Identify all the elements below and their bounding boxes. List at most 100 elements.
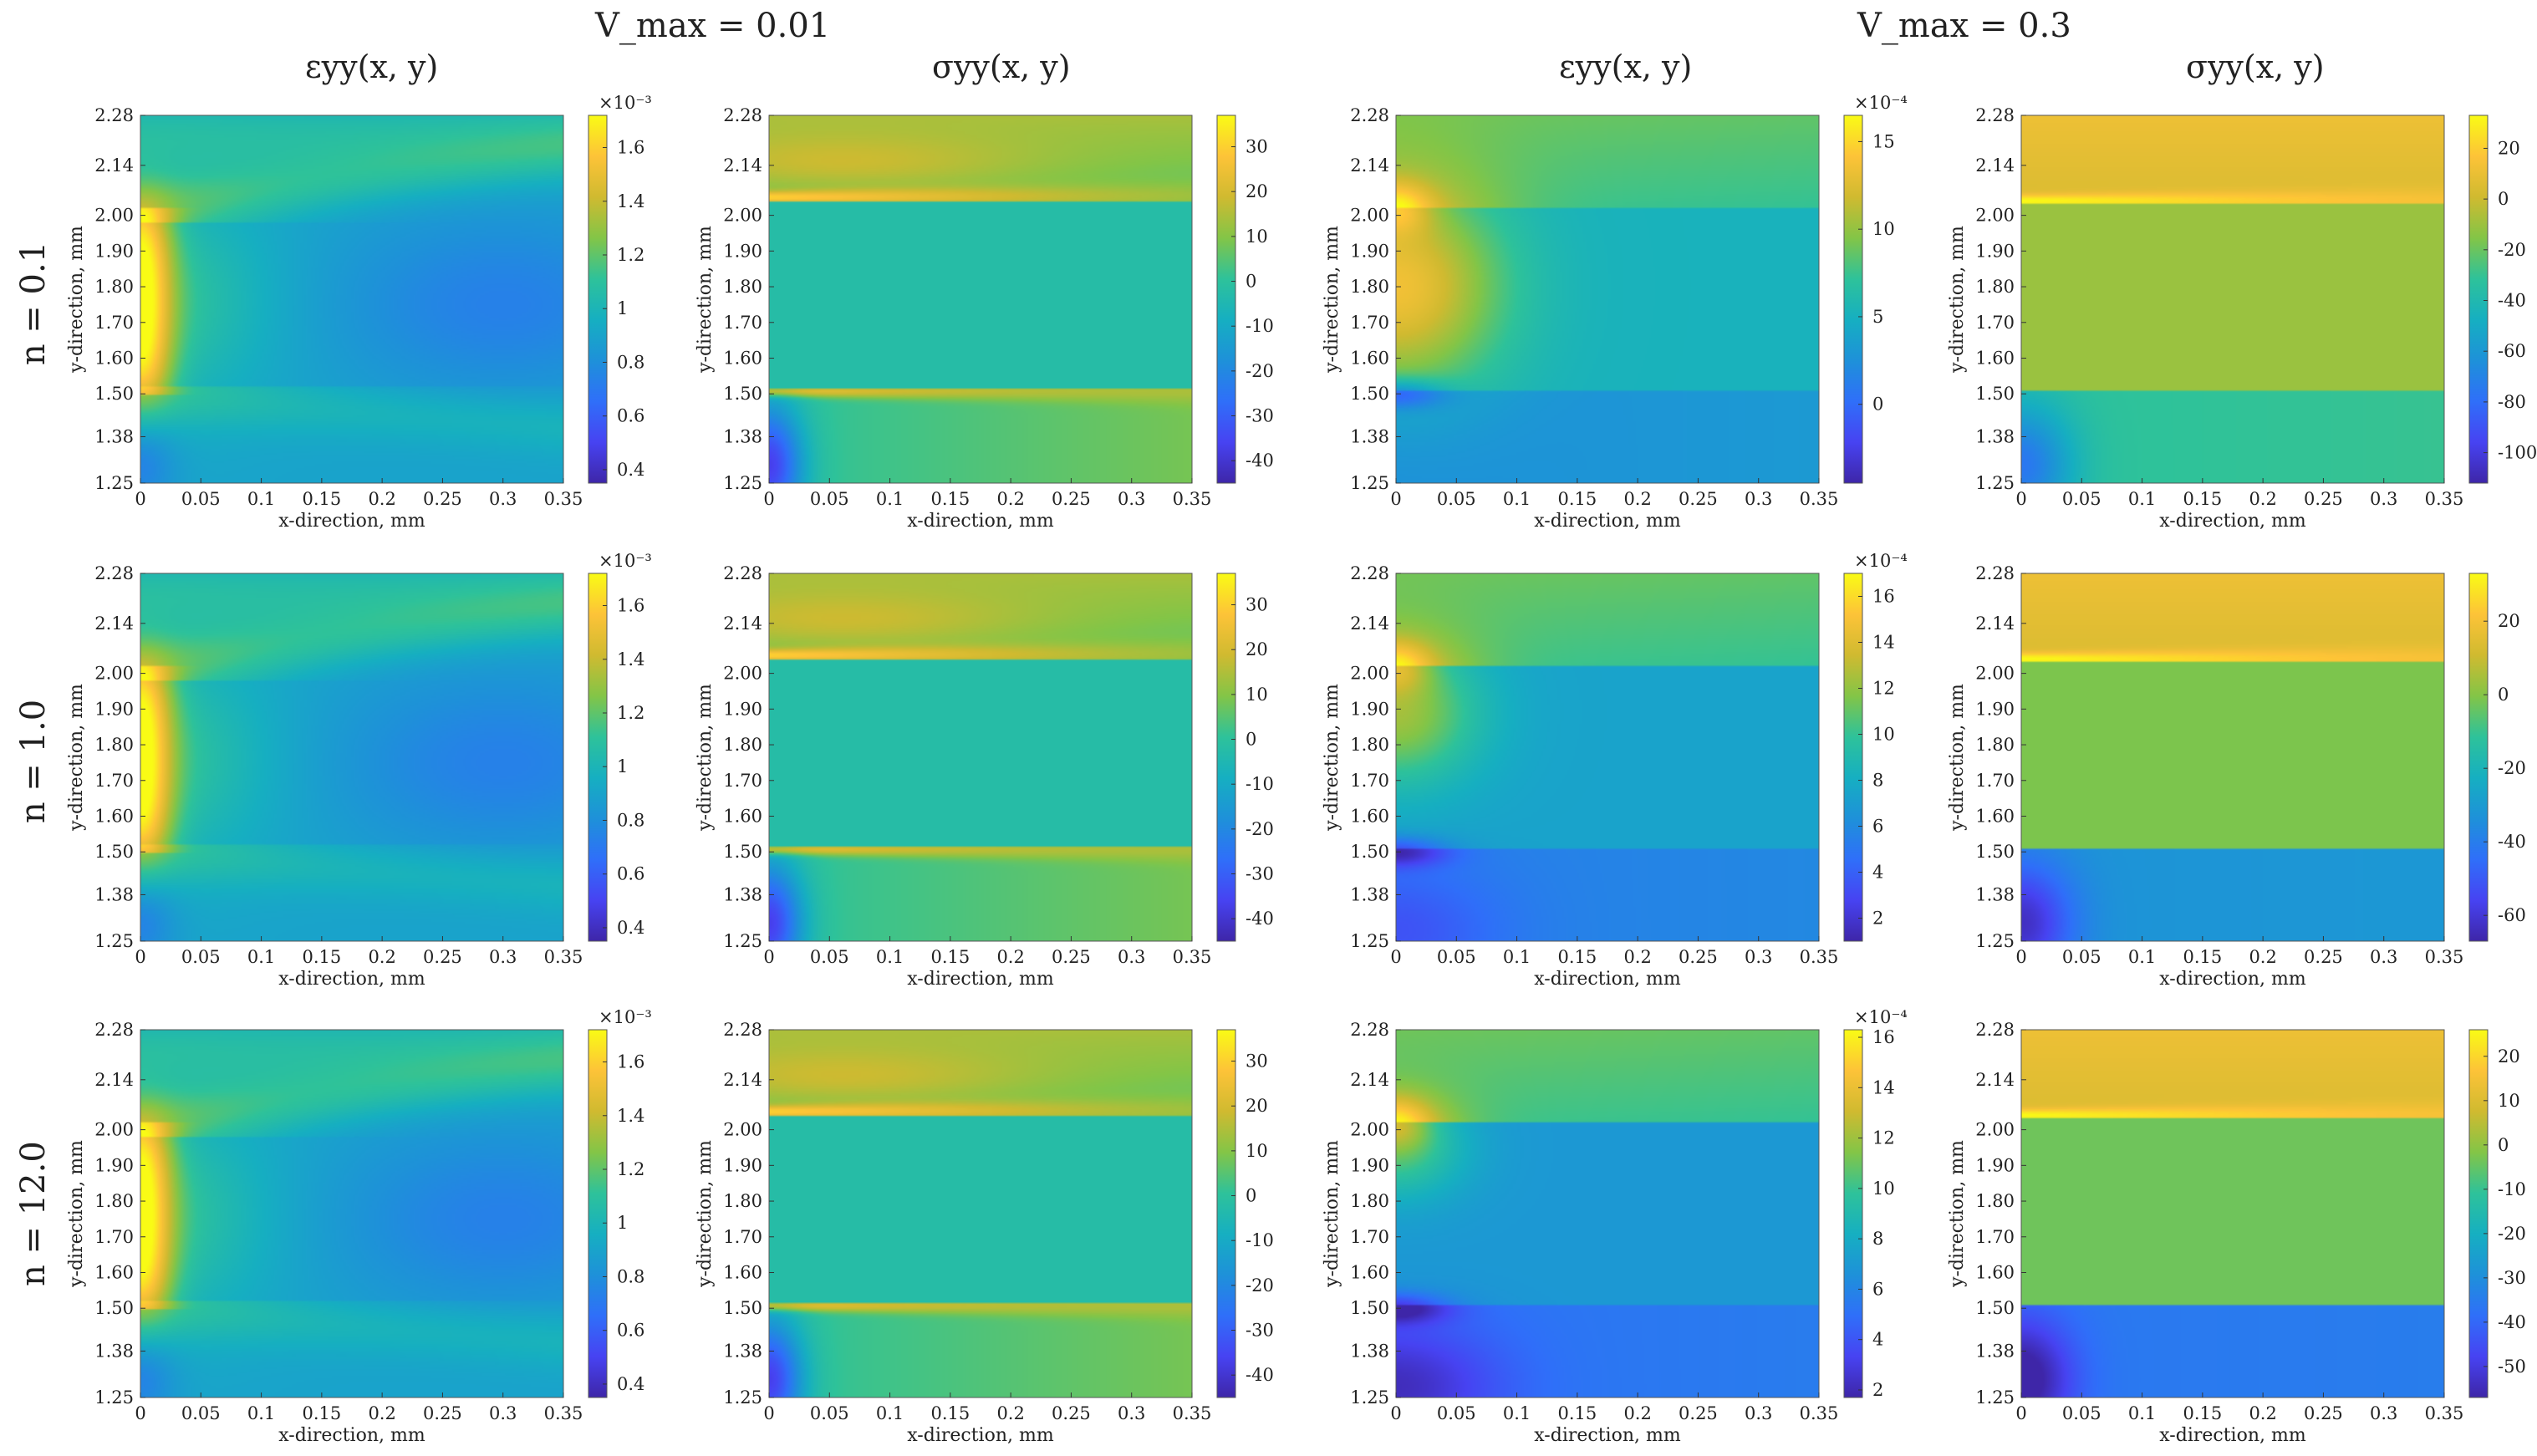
x-tick-label: 0 bbox=[135, 489, 145, 509]
panel-0-1: 0 0.05 0.1 0.15 0.2 0.25 0.3 0.35 x-direction, m… bbox=[695, 105, 1274, 532]
colorbar-tick-label: 1.2 bbox=[617, 1159, 644, 1179]
y-tick-label: 1.70 bbox=[94, 313, 134, 333]
plot-frame bbox=[1395, 1029, 1820, 1398]
x-tick-label: 0.05 bbox=[1437, 489, 1476, 509]
colorbar-scale-label: ×10⁻³ bbox=[599, 551, 652, 571]
colorbar-tick-label: 10 bbox=[1246, 1141, 1268, 1161]
colorbar-tick-label: 1 bbox=[617, 756, 628, 776]
colorbar bbox=[1843, 1029, 1863, 1398]
row-label-3: n = 12.0 bbox=[14, 1141, 53, 1286]
x-tick-label: 0.25 bbox=[423, 489, 462, 509]
y-tick-label: 2.14 bbox=[1975, 1070, 2015, 1090]
colorbar-tick-label: 20 bbox=[1246, 639, 1268, 659]
x-tick-label: 0.15 bbox=[2183, 489, 2222, 509]
colorbar bbox=[1216, 115, 1236, 484]
y-axis-label: y-direction, mm bbox=[695, 1140, 716, 1288]
y-tick-label: 1.90 bbox=[94, 699, 134, 719]
heatmap-image bbox=[769, 1030, 1192, 1397]
x-tick-label: 0.35 bbox=[1173, 489, 1212, 509]
colorbar-tick-label: 30 bbox=[1246, 1051, 1268, 1072]
colorbar-tick-label: -20 bbox=[1246, 1275, 1274, 1296]
y-tick-label: 2.00 bbox=[1350, 1120, 1389, 1140]
x-tick-label: 0.2 bbox=[2249, 489, 2276, 509]
x-tick-label: 0.1 bbox=[247, 1403, 275, 1423]
x-tick-label: 0 bbox=[763, 489, 774, 509]
colorbar-tick-label: 4 bbox=[1872, 1330, 1883, 1350]
x-tick-label: 0.35 bbox=[1173, 947, 1212, 967]
x-tick-label: 0.2 bbox=[368, 489, 395, 509]
y-tick-label: 2.14 bbox=[94, 155, 134, 176]
plot-frame bbox=[2020, 115, 2445, 484]
colorbar-tick-label: 30 bbox=[1246, 137, 1268, 157]
y-tick-label: 1.90 bbox=[94, 241, 134, 261]
x-tick-label: 0 bbox=[2015, 1403, 2026, 1423]
y-axis-label: y-direction, mm bbox=[1322, 684, 1342, 832]
colorbar-tick-label: -40 bbox=[2498, 832, 2526, 852]
colorbar-tick-label: 0.6 bbox=[617, 406, 644, 426]
colorbar-tick-label: 0.6 bbox=[617, 864, 644, 884]
colorbar bbox=[2468, 1029, 2489, 1398]
colorbar-tick-label: 0.4 bbox=[617, 460, 644, 480]
colorbar-tick-label: 20 bbox=[2498, 138, 2520, 158]
colorbar-tick-label: 30 bbox=[1246, 595, 1268, 615]
x-tick-label: 0.1 bbox=[247, 947, 275, 967]
plot-frame bbox=[1395, 115, 1820, 484]
column-title-4: σyy(x, y) bbox=[2186, 48, 2325, 85]
panel-2-2: 0 0.05 0.1 0.15 0.2 0.25 0.3 0.35 x-direction, m… bbox=[1322, 1007, 1908, 1446]
x-tick-label: 0.25 bbox=[2304, 489, 2343, 509]
y-tick-label: 2.00 bbox=[1975, 664, 2015, 684]
y-tick-label: 1.80 bbox=[94, 735, 134, 755]
y-tick-label: 2.28 bbox=[723, 563, 762, 583]
y-tick-label: 2.14 bbox=[94, 613, 134, 634]
x-tick-label: 0.2 bbox=[1623, 489, 1651, 509]
x-tick-label: 0.15 bbox=[930, 947, 970, 967]
colorbar bbox=[2468, 573, 2489, 942]
y-tick-label: 2.28 bbox=[723, 1020, 762, 1040]
y-tick-label: 1.25 bbox=[1975, 931, 2015, 951]
colorbar bbox=[588, 115, 608, 484]
colorbar-tick-label: -100 bbox=[2498, 443, 2537, 463]
plot-frame bbox=[140, 573, 564, 942]
y-tick-label: 1.50 bbox=[94, 1298, 134, 1318]
colorbar-tick-label: 20 bbox=[1246, 181, 1268, 201]
y-tick-label: 1.90 bbox=[1350, 1155, 1389, 1175]
x-tick-label: 0 bbox=[135, 947, 145, 967]
colorbar-tick-label: 10 bbox=[1872, 1179, 1895, 1199]
colorbar-scale-label: ×10⁻⁴ bbox=[1854, 93, 1908, 113]
colorbar-tick-label: -40 bbox=[2498, 1312, 2526, 1332]
x-tick-label: 0.15 bbox=[1557, 1403, 1597, 1423]
y-tick-label: 2.00 bbox=[94, 664, 134, 684]
y-tick-label: 1.25 bbox=[94, 931, 134, 951]
plot-frame bbox=[768, 573, 1193, 942]
heatmap-image bbox=[140, 1030, 563, 1397]
y-tick-label: 2.28 bbox=[94, 1020, 134, 1040]
y-tick-label: 2.00 bbox=[94, 206, 134, 226]
x-axis-label: x-direction, mm bbox=[278, 511, 425, 532]
y-tick-label: 1.70 bbox=[723, 771, 762, 791]
y-axis-label: y-direction, mm bbox=[66, 226, 87, 374]
x-tick-label: 0.05 bbox=[2062, 947, 2101, 967]
x-tick-label: 0.05 bbox=[810, 947, 849, 967]
x-tick-label: 0 bbox=[2015, 947, 2026, 967]
y-tick-label: 1.25 bbox=[723, 473, 762, 493]
x-tick-label: 0.3 bbox=[1118, 1403, 1145, 1423]
y-tick-label: 2.14 bbox=[723, 613, 762, 634]
x-axis-label: x-direction, mm bbox=[278, 969, 425, 990]
x-tick-label: 0.15 bbox=[1557, 489, 1597, 509]
colorbar-tick-label: -30 bbox=[1246, 1321, 1274, 1341]
y-tick-label: 1.25 bbox=[1350, 473, 1389, 493]
heatmap-image bbox=[769, 573, 1192, 941]
y-tick-label: 1.70 bbox=[1975, 313, 2015, 333]
panel-0-0: 0 0.05 0.1 0.15 0.2 0.25 0.3 0.35 x-direction, m… bbox=[66, 93, 652, 532]
x-tick-label: 0 bbox=[2015, 489, 2026, 509]
y-tick-label: 1.60 bbox=[1975, 348, 2015, 368]
plot-frame bbox=[768, 1029, 1193, 1398]
colorbar-tick-label: 15 bbox=[1872, 131, 1895, 151]
colorbar-tick-label: 4 bbox=[1872, 863, 1883, 883]
colorbar-tick-label: 10 bbox=[2498, 1091, 2520, 1111]
colorbar-tick-label: -20 bbox=[2498, 1224, 2526, 1244]
colorbar-tick-label: 0 bbox=[1246, 272, 1256, 292]
x-tick-label: 0.25 bbox=[1679, 489, 1718, 509]
y-tick-label: 1.38 bbox=[1350, 426, 1389, 446]
